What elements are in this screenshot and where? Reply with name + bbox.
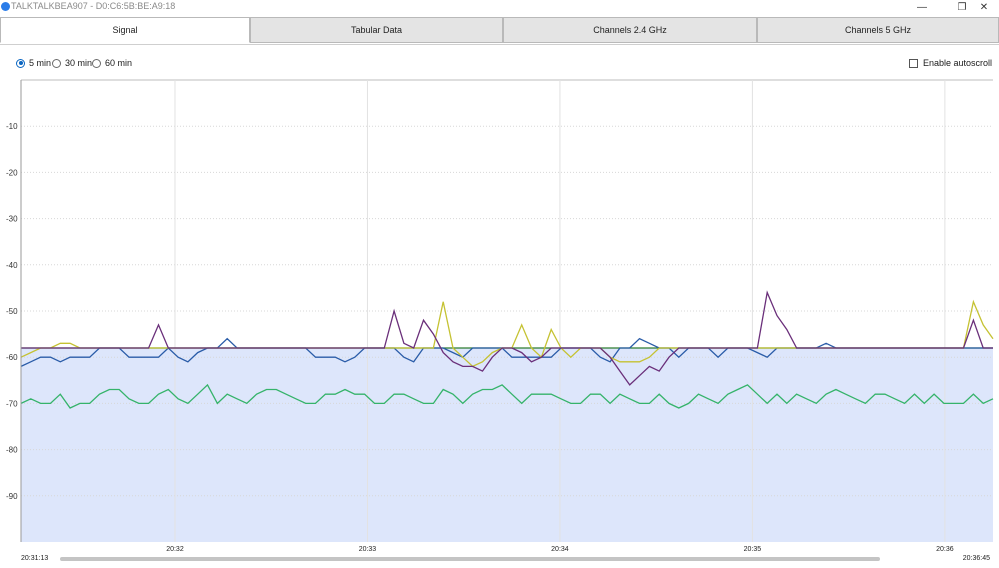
autoscroll-label: Enable autoscroll xyxy=(922,58,992,68)
signal-chart: -10 -20 -30 -40 -50 -60 -70 -80 -90 20:32 20:33 20:… xyxy=(6,79,994,553)
y-tick-label: -30 xyxy=(6,215,18,224)
y-tick-label: -90 xyxy=(6,492,18,501)
tab-signal[interactable]: Signal xyxy=(0,17,250,43)
range-30min-label: 30 min xyxy=(65,58,93,68)
restore-button[interactable]: ❐ xyxy=(957,2,967,13)
y-tick-label: -40 xyxy=(6,261,18,270)
radio-empty-icon xyxy=(92,58,101,68)
range-5min-radio[interactable]: 5 min xyxy=(16,55,51,71)
range-60min-radio[interactable]: 60 min xyxy=(92,55,132,71)
timeline-scrollbar[interactable] xyxy=(60,557,880,561)
tab-channels-24ghz[interactable]: Channels 2.4 GHz xyxy=(503,17,757,43)
x-tick-label: 20:35 xyxy=(744,546,762,553)
window-title: TALKTALKBEA907 - D0:C6:5B:BE:A9:18 xyxy=(11,1,176,11)
y-tick-label: -50 xyxy=(6,307,18,316)
y-tick-label: -80 xyxy=(6,446,18,455)
close-button[interactable]: ✕ xyxy=(979,2,989,13)
y-tick-label: -10 xyxy=(6,122,18,131)
chart-options: 5 min 30 min 60 min Enable autoscroll xyxy=(0,55,999,71)
range-5min-label: 5 min xyxy=(29,58,52,68)
x-tick-label: 20:34 xyxy=(551,546,569,553)
radio-empty-icon xyxy=(52,58,61,68)
title-bar: TALKTALKBEA907 - D0:C6:5B:BE:A9:18 — ❐ ✕ xyxy=(0,0,999,16)
checkbox-icon xyxy=(908,58,918,68)
autoscroll-checkbox[interactable]: Enable autoscroll xyxy=(908,55,992,71)
x-tick-label: 20:32 xyxy=(166,546,184,553)
series-line xyxy=(20,337,993,367)
y-tick-label: -60 xyxy=(6,353,18,362)
tab-strip: Signal Tabular Data Channels 2.4 GHz Cha… xyxy=(0,17,999,45)
range-60min-label: 60 min xyxy=(105,58,133,68)
timeline-start: 20:31:13 xyxy=(21,555,49,562)
app-icon xyxy=(1,2,10,11)
radio-selected-icon xyxy=(16,58,25,68)
range-30min-radio[interactable]: 30 min xyxy=(52,55,92,71)
minimize-button[interactable]: — xyxy=(917,2,927,13)
tab-channels-5ghz[interactable]: Channels 5 GHz xyxy=(757,17,999,43)
y-tick-label: -70 xyxy=(6,399,18,408)
series-line xyxy=(20,383,994,409)
x-tick-label: 20:33 xyxy=(359,546,377,553)
tab-tabular-data[interactable]: Tabular Data xyxy=(250,17,503,43)
x-tick-label: 20:36 xyxy=(936,546,954,553)
y-tick-label: -20 xyxy=(6,168,18,177)
series-line xyxy=(21,290,993,386)
timeline-end: 20:36:45 xyxy=(962,555,990,562)
signal-range-band xyxy=(21,347,993,542)
